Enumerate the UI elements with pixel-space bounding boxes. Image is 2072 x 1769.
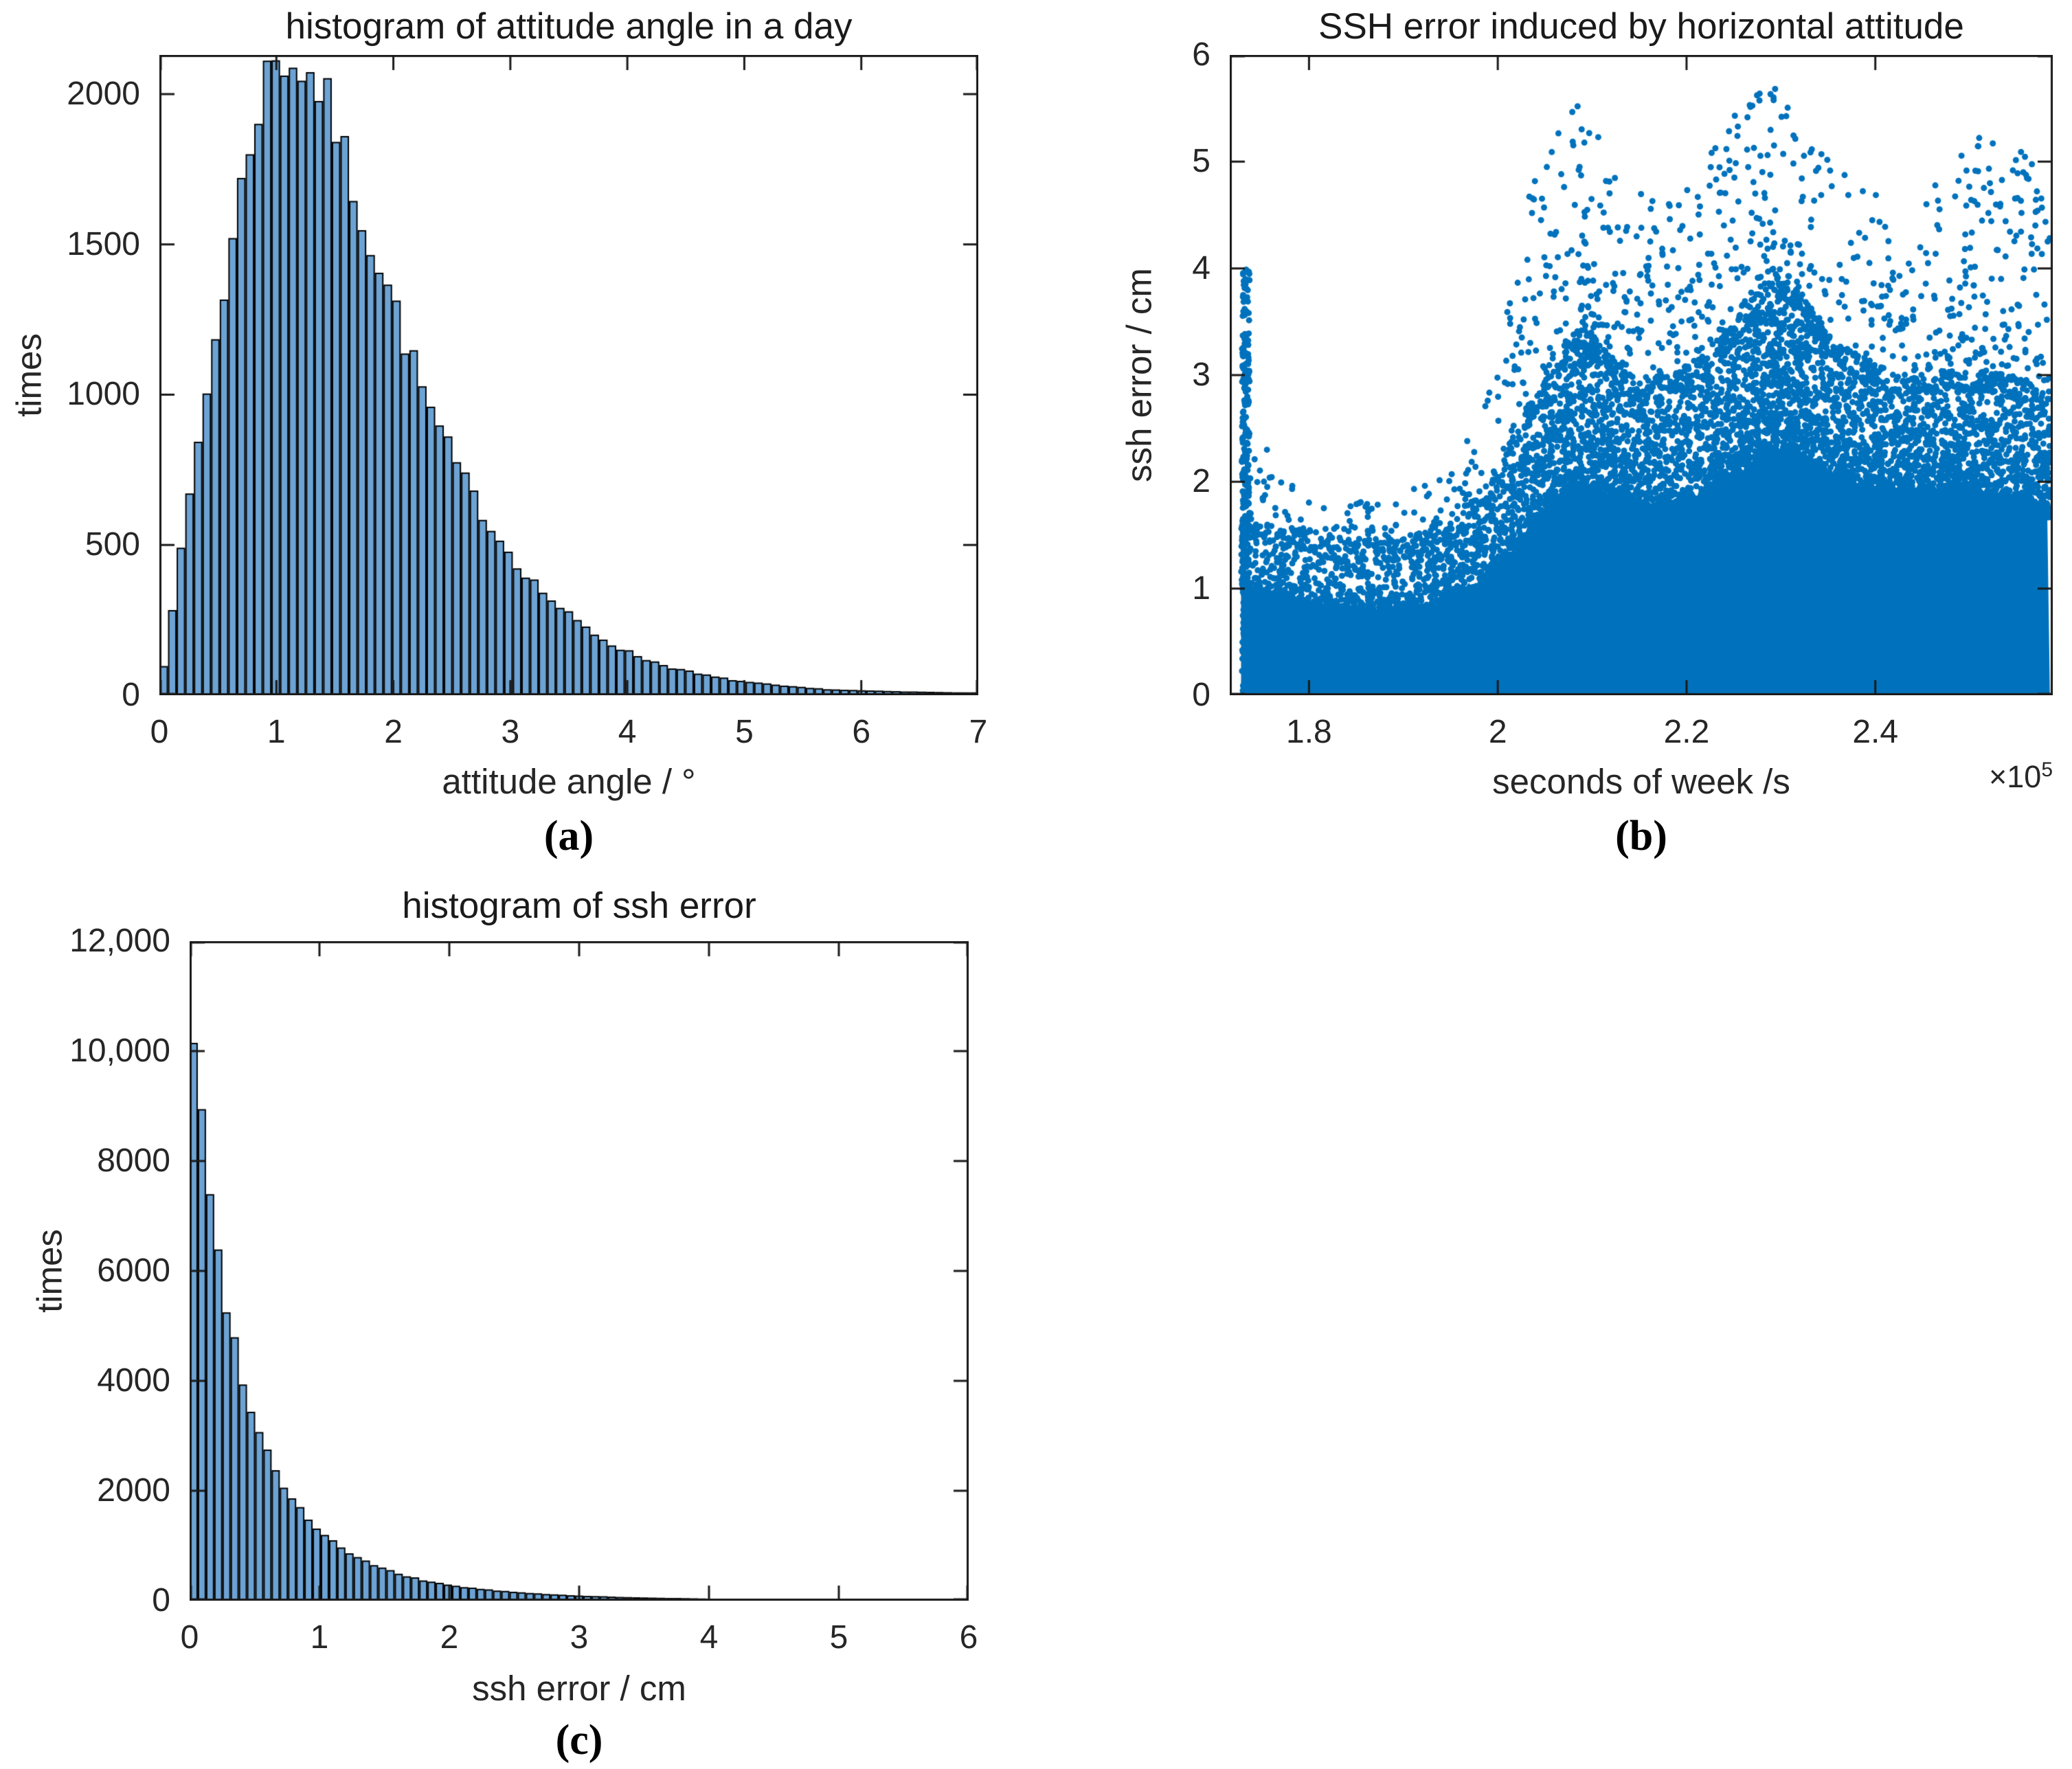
c-xtick-label-0: 0 xyxy=(180,1619,199,1656)
c-xtick-label-2: 2 xyxy=(440,1619,459,1656)
c-ytick-label-1: 2000 xyxy=(97,1472,170,1509)
c-xlabel: ssh error / cm xyxy=(472,1669,686,1708)
a-xtick-label-3: 3 xyxy=(501,714,520,750)
a-xtick-label-2: 2 xyxy=(384,714,403,750)
c-ytick-label-3: 6000 xyxy=(97,1252,170,1289)
b-xtick-label-0: 1.8 xyxy=(1286,714,1332,750)
b-ytick-label-2: 2 xyxy=(1192,463,1210,500)
a-xlabel: attitude angle / ° xyxy=(442,762,696,801)
c-ytick-label-4: 8000 xyxy=(97,1142,170,1179)
c-caption: (c) xyxy=(555,1717,603,1764)
c-ytick-label-0: 0 xyxy=(152,1582,170,1619)
b-ytick-label-0: 0 xyxy=(1192,677,1210,713)
c-xtick-label-4: 4 xyxy=(699,1619,719,1656)
b-caption: (b) xyxy=(1615,813,1667,859)
a-caption: (a) xyxy=(543,813,594,859)
b-xtick-label-3: 2.4 xyxy=(1852,714,1899,750)
b-ytick-label-5: 5 xyxy=(1192,143,1210,180)
a-ytick-label-1: 500 xyxy=(85,526,140,563)
b-axis-exponent: ×105 xyxy=(1847,758,2053,795)
a-title: histogram of attitude angle in a day xyxy=(285,6,853,47)
c-ytick-label-6: 12,000 xyxy=(69,923,170,959)
c-xtick-label-1: 1 xyxy=(310,1619,329,1656)
b-xtick-label-1: 2 xyxy=(1488,714,1507,750)
a-xtick-label-7: 7 xyxy=(969,714,988,750)
b-ytick-label-4: 4 xyxy=(1192,249,1210,286)
c-xtick-label-3: 3 xyxy=(570,1619,589,1656)
a-plot-area xyxy=(159,55,978,695)
b-ytick-label-6: 6 xyxy=(1192,36,1210,73)
a-ytick-label-3: 1500 xyxy=(67,225,140,262)
b-xlabel: seconds of week /s xyxy=(1492,762,1790,801)
b-plot-area xyxy=(1230,55,2053,695)
a-ytick-label-0: 0 xyxy=(122,677,140,713)
a-xtick-label-4: 4 xyxy=(618,714,637,750)
a-xtick-label-0: 0 xyxy=(150,714,169,750)
c-plot-area xyxy=(190,941,969,1601)
b-axis-exponent-base: ×10 xyxy=(1988,759,2042,794)
a-xtick-label-1: 1 xyxy=(267,714,286,750)
a-ytick-label-4: 2000 xyxy=(67,75,140,112)
c-ytick-label-2: 4000 xyxy=(97,1362,170,1399)
b-ytick-label-3: 3 xyxy=(1192,357,1210,393)
b-xtick-label-2: 2.2 xyxy=(1663,714,1710,750)
c-ytick-label-5: 10,000 xyxy=(69,1033,170,1069)
c-xtick-label-6: 6 xyxy=(959,1619,978,1656)
a-ytick-label-2: 1000 xyxy=(67,376,140,413)
c-xtick-label-5: 5 xyxy=(829,1619,848,1656)
b-axis-exponent-power: 5 xyxy=(2041,758,2053,781)
a-xtick-label-6: 6 xyxy=(852,714,871,750)
b-title: SSH error induced by horizontal attitude xyxy=(1318,6,1964,47)
c-title: histogram of ssh error xyxy=(402,886,756,926)
b-ytick-label-1: 1 xyxy=(1192,570,1210,607)
a-xtick-label-5: 5 xyxy=(735,714,754,750)
